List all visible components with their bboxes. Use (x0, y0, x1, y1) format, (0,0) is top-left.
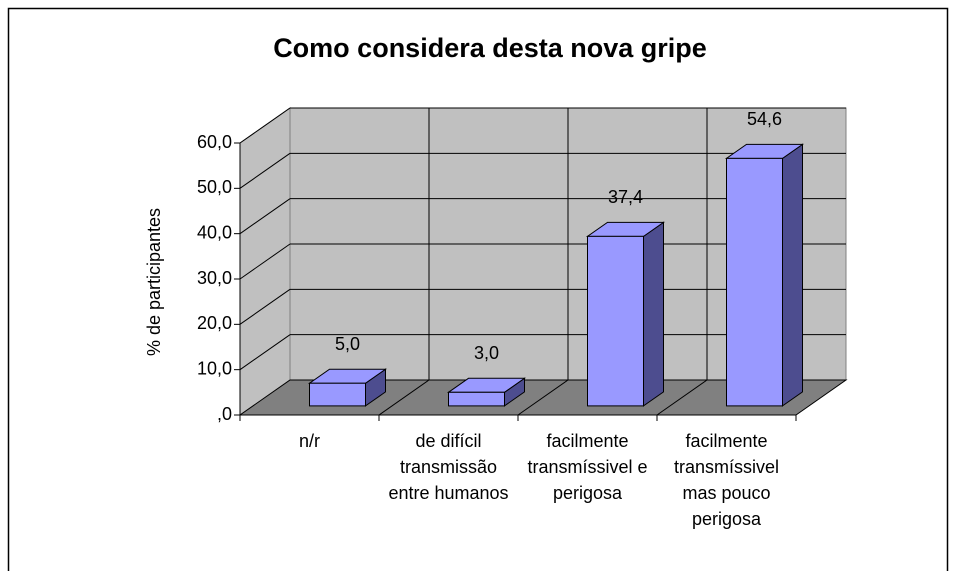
value-label: 37,4 (608, 187, 643, 207)
bar (448, 391, 505, 407)
y-tick-label: 10,0 (197, 358, 232, 378)
y-axis-label: % de participantes (144, 208, 164, 356)
category-divider (656, 379, 708, 416)
bar (587, 235, 644, 407)
bar-side (643, 221, 664, 407)
grid-line (239, 243, 291, 280)
y-tick-label: 20,0 (197, 313, 232, 333)
bar-side (782, 143, 803, 407)
category-divider (378, 379, 430, 416)
grid-line (239, 152, 291, 189)
value-label: 5,0 (335, 334, 360, 354)
x-tick-label: facilmente transmíssivel mas pouco perig… (673, 431, 780, 529)
value-label: 3,0 (474, 343, 499, 363)
grid-line (239, 107, 291, 144)
y-tick-label: ,0 (217, 404, 232, 424)
y-tick-label: 40,0 (197, 222, 232, 242)
x-tick-label: de difícil transmissão entre humanos (388, 431, 509, 503)
grid-line (239, 334, 291, 371)
grid-line (239, 198, 291, 235)
x-tick-label: n/r (298, 431, 320, 451)
x-tick-label: facilmente transmíssivel e perigosa (527, 431, 648, 503)
y-tick-label: 60,0 (197, 132, 232, 152)
value-label: 54,6 (747, 109, 782, 129)
bar (309, 382, 366, 407)
bar (726, 157, 783, 407)
chart-border (7, 7, 949, 571)
chart-title: Como considera desta nova gripe (273, 33, 707, 63)
category-divider (517, 379, 569, 416)
y-tick-label: 50,0 (197, 177, 232, 197)
grid-line (239, 288, 291, 325)
y-tick-label: 30,0 (197, 268, 232, 288)
